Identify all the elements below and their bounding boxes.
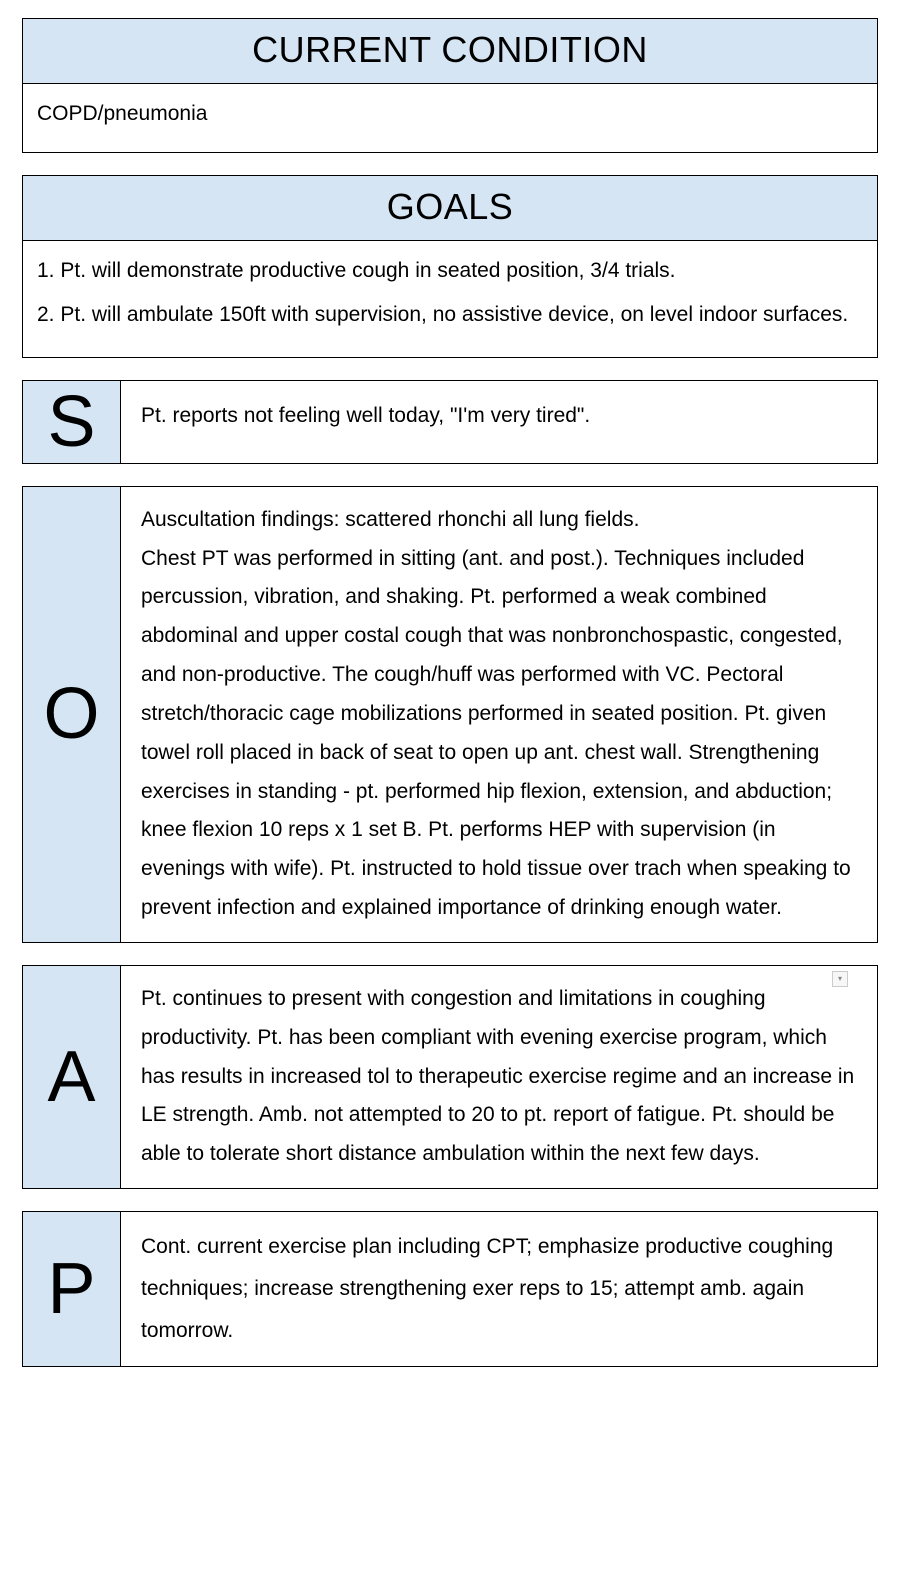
current-condition-section: CURRENT CONDITION COPD/pneumonia xyxy=(22,18,878,153)
goals-body: 1. Pt. will demonstrate productive cough… xyxy=(23,241,877,357)
soap-s-content: Pt. reports not feeling well today, "I'm… xyxy=(121,381,877,463)
goal-item: 2. Pt. will ambulate 150ft with supervis… xyxy=(37,295,863,335)
soap-o-row: O Auscultation findings: scattered rhonc… xyxy=(22,486,878,943)
soap-s-row: S Pt. reports not feeling well today, "I… xyxy=(22,380,878,464)
soap-a-content: Pt. continues to present with congestion… xyxy=(121,966,877,1188)
soap-a-letter: A xyxy=(23,966,121,1188)
goals-section: GOALS 1. Pt. will demonstrate productive… xyxy=(22,175,878,358)
current-condition-body: COPD/pneumonia xyxy=(23,84,877,152)
soap-p-content: Cont. current exercise plan including CP… xyxy=(121,1212,877,1366)
soap-p-letter: P xyxy=(23,1212,121,1366)
dropdown-icon[interactable]: ▾ xyxy=(832,971,848,987)
soap-s-letter: S xyxy=(23,381,121,463)
soap-o-content: Auscultation findings: scattered rhonchi… xyxy=(121,487,877,942)
soap-a-row: A Pt. continues to present with congesti… xyxy=(22,965,878,1189)
current-condition-title: CURRENT CONDITION xyxy=(23,19,877,84)
goal-item: 1. Pt. will demonstrate productive cough… xyxy=(37,251,863,291)
soap-p-row: P Cont. current exercise plan including … xyxy=(22,1211,878,1367)
goals-title: GOALS xyxy=(23,176,877,241)
soap-o-letter: O xyxy=(23,487,121,942)
